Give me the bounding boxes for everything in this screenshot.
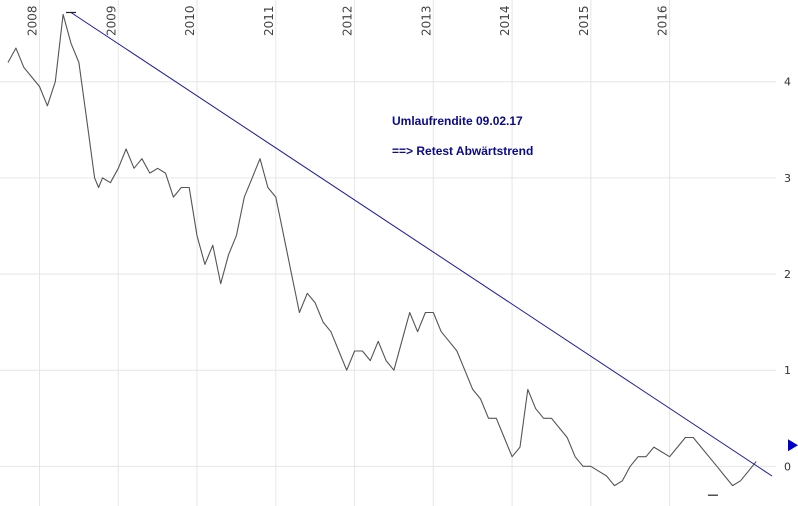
y-gridlines [0, 81, 776, 467]
x-gridlines [39, 0, 671, 506]
x-tick-label: 2010 [183, 5, 197, 36]
x-tick-label: 2016 [656, 5, 670, 36]
current-value-marker [788, 439, 798, 452]
annotation-title: Umlaufrendite 09.02.17 [392, 114, 523, 128]
x-tick-label: 2015 [577, 5, 591, 36]
series-layer [7, 12, 773, 487]
x-tick-label: 2011 [262, 5, 276, 36]
x-tick-label: 2008 [26, 5, 40, 36]
y-tick-label: 4 [784, 76, 791, 89]
x-axis-tick-labels: 2008 2009 2010 2011 2012 2013 2014 2015 2016 [26, 5, 670, 36]
x-tick-label: 2014 [498, 5, 512, 36]
y-axis-tick-labels: 0 1 2 3 4 [784, 76, 791, 474]
yield-series-line [7, 13, 757, 487]
marker-layer [66, 11, 798, 496]
annotation-subtitle: ==> Retest Abwärtstrend [392, 144, 533, 158]
trend-line [70, 12, 773, 477]
x-tick-label: 2012 [341, 5, 355, 36]
y-tick-label: 2 [784, 268, 791, 281]
y-tick-label: 1 [784, 364, 791, 377]
y-tick-label: 0 [784, 460, 791, 473]
y-tick-label: 3 [784, 172, 791, 185]
x-tick-label: 2009 [104, 5, 118, 36]
x-tick-label: 2013 [419, 5, 433, 36]
